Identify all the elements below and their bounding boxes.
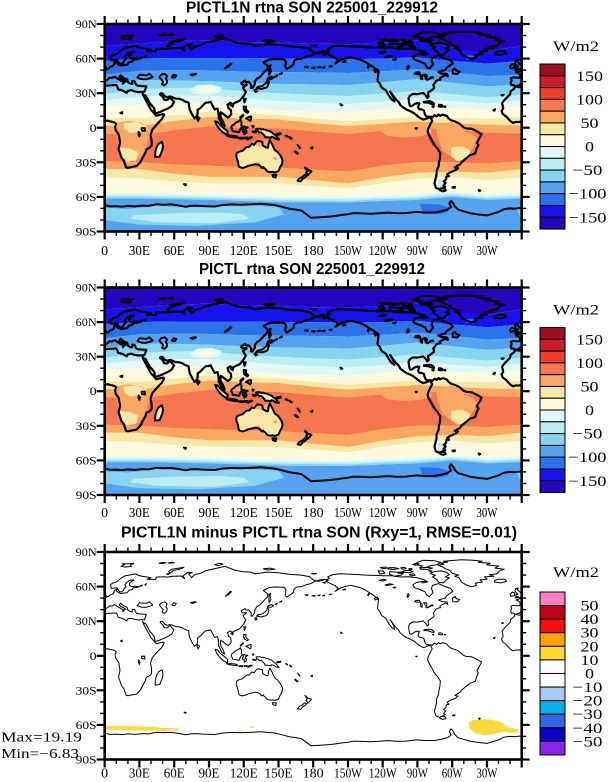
svg-text:120W: 120W (369, 766, 397, 781)
svg-text:0: 0 (585, 403, 594, 419)
svg-text:50: 50 (581, 116, 599, 132)
svg-text:90W: 90W (407, 505, 428, 520)
svg-text:−40: −40 (573, 721, 603, 737)
svg-text:90S: 90S (76, 755, 97, 767)
svg-text:60E: 60E (164, 243, 185, 258)
svg-text:150W: 150W (334, 505, 362, 520)
svg-text:50: 50 (581, 599, 599, 615)
svg-text:150E: 150E (265, 766, 293, 781)
svg-text:0: 0 (90, 123, 97, 135)
svg-text:W/m2: W/m2 (553, 303, 599, 319)
svg-text:0: 0 (101, 243, 108, 258)
svg-text:90N: 90N (76, 547, 98, 559)
svg-text:60S: 60S (76, 192, 97, 204)
svg-text:90S: 90S (76, 490, 97, 502)
svg-text:W/m2: W/m2 (553, 39, 599, 55)
svg-text:Max=19.19: Max=19.19 (1, 730, 82, 745)
svg-text:60N: 60N (76, 54, 98, 66)
svg-text:30W: 30W (477, 243, 498, 258)
svg-text:180: 180 (303, 505, 324, 520)
svg-text:60W: 60W (442, 505, 463, 520)
svg-text:30N: 30N (76, 88, 98, 100)
svg-text:150: 150 (576, 332, 603, 348)
svg-text:0: 0 (90, 651, 97, 663)
svg-text:−50: −50 (573, 163, 603, 179)
svg-text:−20: −20 (573, 694, 603, 710)
svg-text:30S: 30S (76, 685, 97, 697)
svg-text:90N: 90N (76, 19, 98, 31)
svg-text:−100: −100 (569, 450, 607, 466)
svg-text:30E: 30E (129, 243, 150, 258)
svg-text:90W: 90W (407, 766, 428, 781)
svg-text:60W: 60W (442, 243, 463, 258)
svg-text:60N: 60N (76, 582, 98, 594)
svg-text:−150: −150 (569, 474, 607, 490)
svg-text:50: 50 (581, 379, 599, 395)
svg-text:90E: 90E (199, 243, 220, 258)
svg-text:30S: 30S (76, 157, 97, 169)
svg-text:150W: 150W (334, 766, 362, 781)
svg-text:60S: 60S (76, 455, 97, 467)
svg-text:150: 150 (576, 69, 603, 85)
svg-text:120E: 120E (230, 766, 258, 781)
svg-text:−50: −50 (573, 427, 603, 443)
svg-text:−100: −100 (569, 187, 607, 203)
svg-text:PICTL rtna SON 225001_229912: PICTL rtna SON 225001_229912 (199, 261, 425, 278)
svg-text:PICTL1N rtna SON 225001_229912: PICTL1N rtna SON 225001_229912 (186, 0, 438, 17)
svg-text:30W: 30W (477, 505, 498, 520)
svg-text:120E: 120E (230, 243, 258, 258)
svg-text:90W: 90W (407, 243, 428, 258)
svg-text:30N: 30N (76, 352, 98, 364)
svg-text:40: 40 (581, 612, 599, 628)
svg-text:120E: 120E (230, 505, 258, 520)
svg-text:0: 0 (101, 766, 108, 781)
svg-text:PICTL1N minus PICTL rtna SON (: PICTL1N minus PICTL rtna SON (Rxy=1, RMS… (121, 524, 517, 541)
svg-text:100: 100 (576, 92, 603, 108)
svg-text:−30: −30 (573, 707, 603, 723)
svg-text:180: 180 (303, 243, 324, 258)
svg-text:60E: 60E (164, 766, 185, 781)
svg-text:W/m2: W/m2 (553, 565, 599, 581)
svg-text:90S: 90S (76, 227, 97, 239)
svg-text:0: 0 (585, 667, 594, 683)
svg-text:150E: 150E (265, 243, 293, 258)
svg-text:60N: 60N (76, 317, 98, 329)
svg-text:120W: 120W (369, 243, 397, 258)
svg-text:150W: 150W (334, 243, 362, 258)
svg-text:30N: 30N (76, 616, 98, 628)
svg-text:30S: 30S (76, 421, 97, 433)
svg-text:30E: 30E (129, 766, 150, 781)
svg-text:60W: 60W (442, 766, 463, 781)
svg-text:120W: 120W (369, 505, 397, 520)
svg-text:Min=−6.83: Min=−6.83 (1, 746, 79, 761)
svg-text:10: 10 (581, 653, 599, 669)
svg-text:90E: 90E (199, 505, 220, 520)
svg-text:150E: 150E (265, 505, 293, 520)
svg-text:180: 180 (303, 766, 324, 781)
svg-text:20: 20 (581, 639, 599, 655)
svg-text:30W: 30W (477, 766, 498, 781)
svg-text:30E: 30E (129, 505, 150, 520)
svg-text:60E: 60E (164, 505, 185, 520)
svg-text:30: 30 (581, 626, 599, 642)
svg-text:90N: 90N (76, 283, 98, 295)
svg-text:−50: −50 (573, 734, 603, 750)
svg-text:60S: 60S (76, 720, 97, 732)
svg-text:0: 0 (101, 505, 108, 520)
svg-text:90E: 90E (199, 766, 220, 781)
svg-text:0: 0 (585, 140, 594, 156)
svg-text:100: 100 (576, 356, 603, 372)
svg-text:−150: −150 (569, 210, 607, 226)
svg-text:−10: −10 (573, 680, 603, 696)
svg-text:0: 0 (90, 386, 97, 398)
